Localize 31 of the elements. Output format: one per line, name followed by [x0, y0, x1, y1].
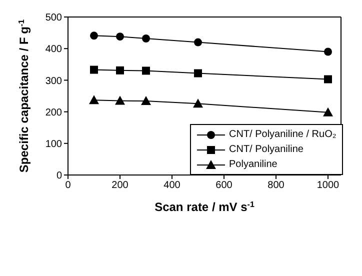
x-tick-label: 200: [112, 180, 129, 192]
point: [90, 32, 98, 40]
y-tick-label: 400: [45, 44, 62, 56]
point: [116, 66, 124, 74]
point: [323, 107, 333, 116]
x-tick-label: 1000: [316, 180, 340, 192]
legend-label: CNT/ Polyaniline: [229, 144, 304, 155]
point: [89, 95, 99, 104]
point: [324, 75, 332, 84]
point: [116, 32, 124, 41]
point: [141, 96, 151, 106]
point: [194, 69, 202, 78]
y-tick-label: 0: [56, 170, 62, 182]
point: [142, 34, 150, 42]
y-tick-label: 300: [45, 76, 62, 87]
x-tick-label: 600: [216, 180, 233, 192]
x-tick-label: 400: [164, 180, 181, 192]
point: [324, 48, 332, 56]
point: [194, 38, 202, 46]
y-tick-label: 100: [45, 138, 62, 150]
legend-label: CNT/ Polyaniline / RuO₂: [229, 129, 336, 140]
point: [193, 98, 203, 108]
legend-label: Polyaniline: [229, 159, 278, 170]
point: [142, 66, 150, 75]
x-tick-label: 800: [268, 180, 285, 192]
x-tick-label: 0: [65, 180, 72, 192]
point: [90, 66, 98, 74]
point: [115, 96, 125, 105]
y-tick-label: 500: [45, 12, 62, 24]
x-axis-title: Scan rate / mV s$^{-1}$: [154, 200, 255, 214]
y-tick-label: 200: [45, 107, 62, 118]
